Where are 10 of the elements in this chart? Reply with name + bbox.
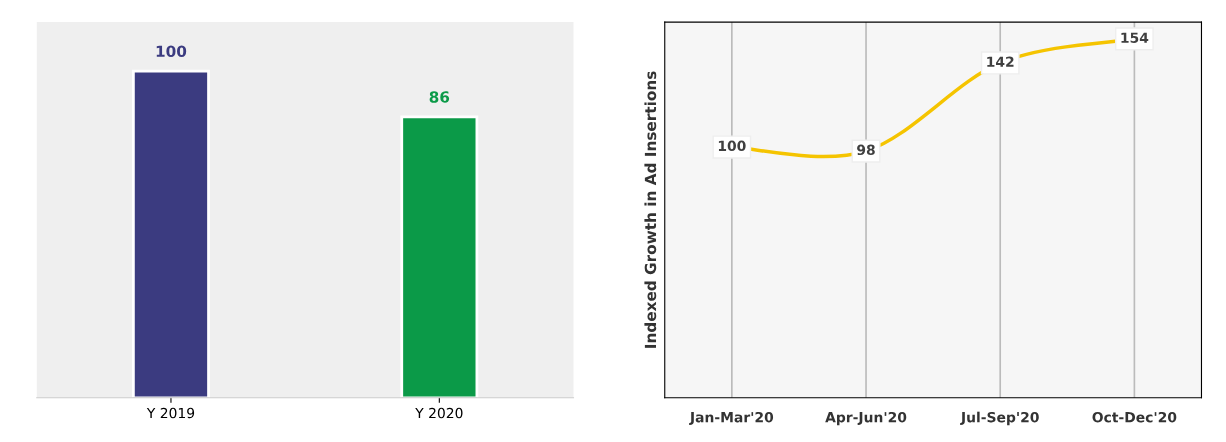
x-tick-label: Oct-Dec'20 <box>1092 411 1177 423</box>
x-tick-label: Jul-Sep'20 <box>960 411 1039 426</box>
data-label: 98 <box>857 144 875 156</box>
data-label: 86 <box>429 91 450 103</box>
y-axis-title: Indexed Growth in Ad Insertions <box>644 71 657 348</box>
data-label: 100 <box>156 45 187 58</box>
x-tick-label: Y 2019 <box>146 407 195 419</box>
x-tick-label: Apr-Jun'20 <box>825 411 907 426</box>
x-tick-label: Jan-Mar'20 <box>689 411 774 426</box>
x-tick-label: Y 2020 <box>415 407 463 419</box>
